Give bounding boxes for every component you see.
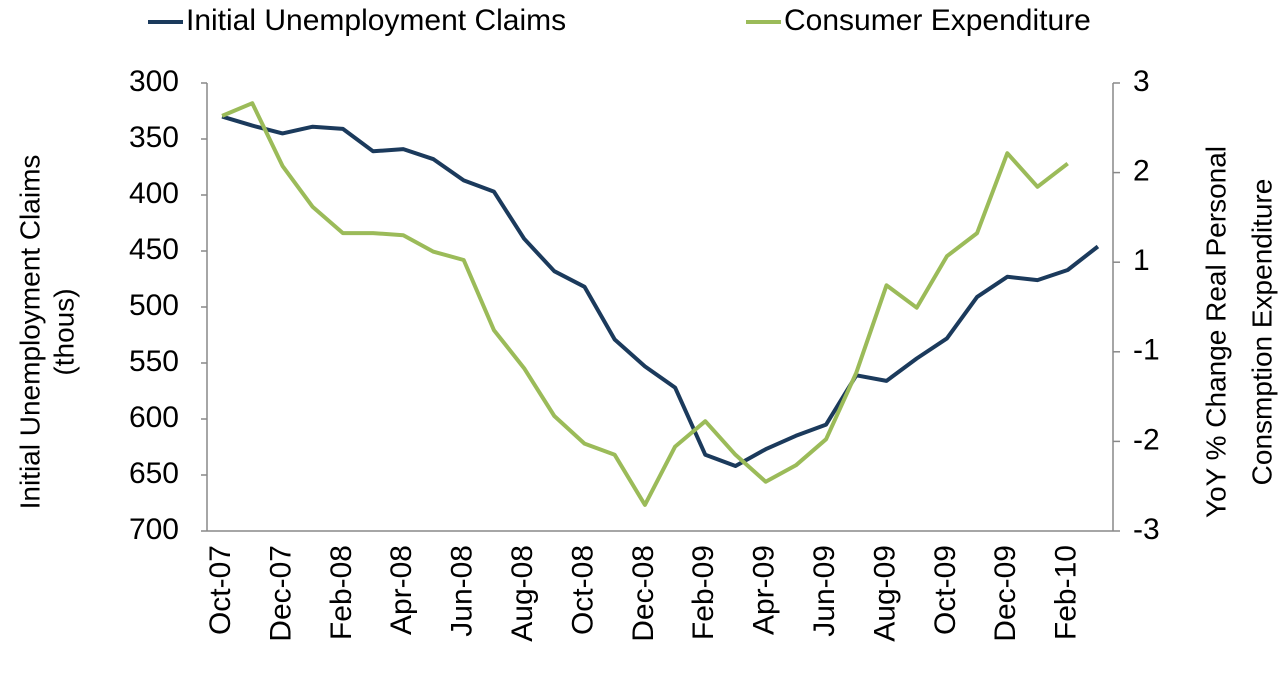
x-tick-label: Dec-07	[264, 545, 297, 642]
y-tick-label: 400	[129, 177, 179, 210]
x-tick-label: Oct-09	[929, 545, 962, 635]
y-tick-label: 650	[129, 457, 179, 490]
series-line	[221, 114, 1100, 468]
y-tick-label: 300	[129, 65, 179, 98]
y2-tick-label: 1	[1133, 244, 1150, 277]
y-axis-title: Initial Unemployment Claims	[14, 155, 45, 510]
x-tick-label: Apr-09	[748, 545, 781, 635]
y-axis-title: (thous)	[48, 288, 79, 375]
y2-tick-label: -2	[1133, 423, 1160, 456]
series-line	[221, 101, 1069, 507]
y2-tick-label: 2	[1133, 155, 1150, 188]
x-tick-label: Aug-09	[868, 545, 901, 642]
y2-tick-label: 3	[1133, 65, 1150, 98]
x-tick-label: Apr-08	[385, 545, 418, 635]
y-tick-label: 600	[129, 401, 179, 434]
legend-label: Consumer Expenditure	[784, 4, 1091, 37]
y2-axis-title: Consmption Expenditure	[1246, 179, 1277, 486]
y-tick-label: 350	[129, 121, 179, 154]
y-tick-label: 500	[129, 289, 179, 322]
legend-label: Initial Unemployment Claims	[186, 4, 566, 37]
x-tick-label: Oct-07	[204, 545, 237, 635]
x-tick-label: Feb-10	[1050, 545, 1083, 640]
y2-tick-label: -3	[1133, 513, 1160, 546]
y-tick-label: 700	[129, 513, 179, 546]
x-tick-label: Oct-08	[566, 545, 599, 635]
x-tick-label: Feb-09	[687, 545, 720, 640]
x-tick-label: Jun-08	[446, 545, 479, 637]
y2-tick-label: -1	[1133, 334, 1160, 367]
x-tick-label: Dec-09	[989, 545, 1022, 642]
x-tick-label: Jun-09	[808, 545, 841, 637]
x-tick-label: Feb-08	[325, 545, 358, 640]
x-tick-label: Dec-08	[627, 545, 660, 642]
x-tick-label: Aug-08	[506, 545, 539, 642]
y-tick-label: 450	[129, 233, 179, 266]
y-tick-label: 550	[129, 345, 179, 378]
y2-axis-title: YoY % Change Real Personal	[1200, 146, 1231, 518]
